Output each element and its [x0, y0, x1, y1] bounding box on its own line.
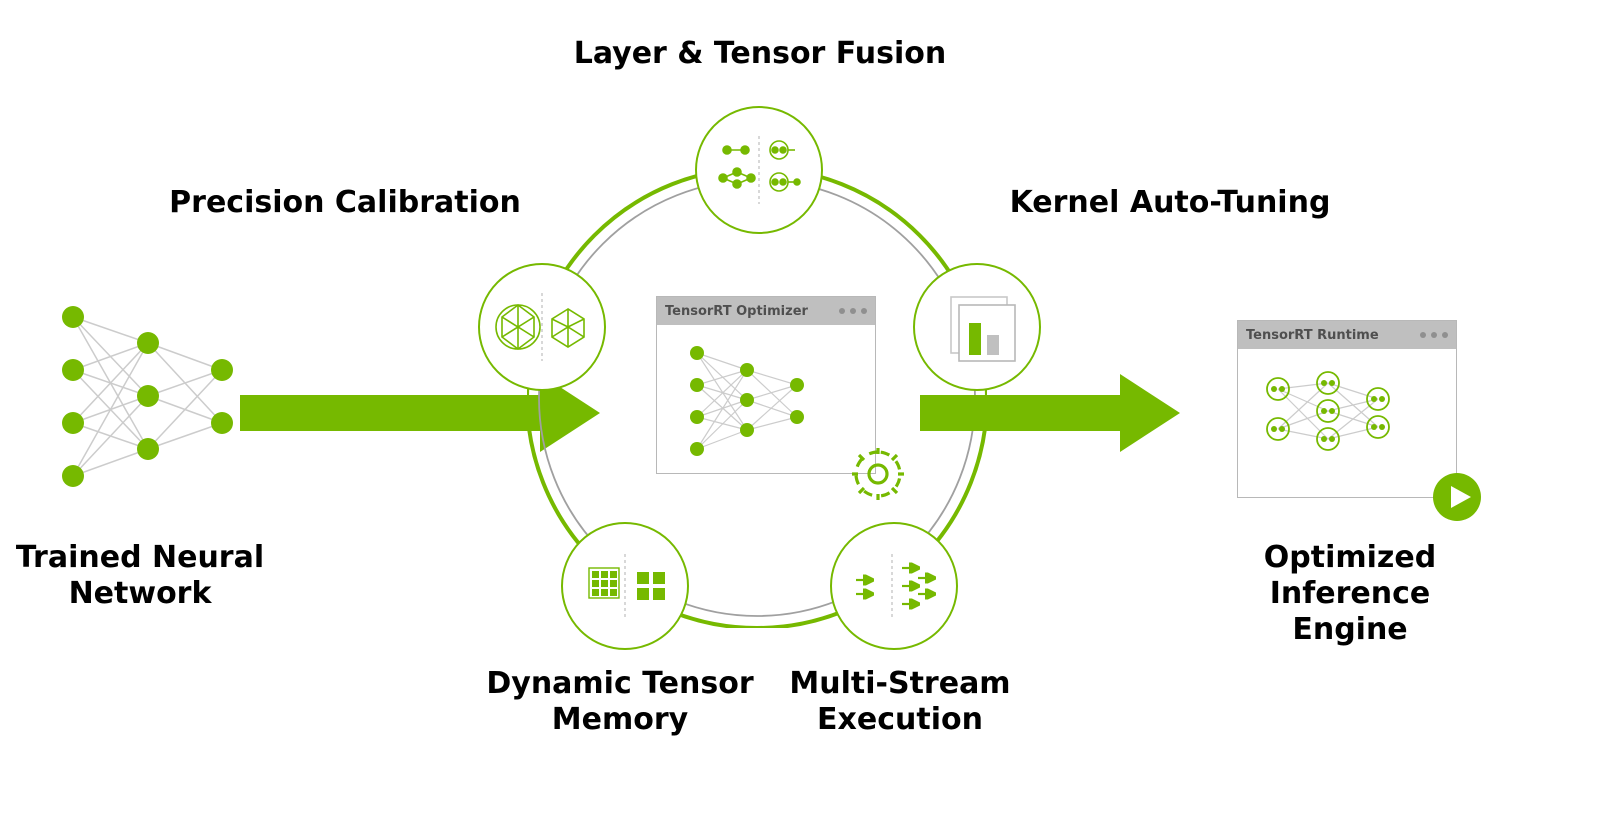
gear-icon	[852, 448, 904, 500]
output-label: Optimized Inference Engine	[1210, 540, 1490, 648]
optimizer-window-title: TensorRT Optimizer	[665, 304, 808, 319]
play-icon	[1431, 471, 1483, 523]
label-fusion: Layer & Tensor Fusion	[560, 36, 960, 72]
label-multistream: Multi-Stream Execution	[760, 666, 1040, 738]
node-precision	[478, 263, 606, 391]
arrow-right	[920, 374, 1180, 452]
label-precision: Precision Calibration	[165, 185, 525, 221]
fusion-icon	[697, 108, 821, 232]
input-network-graphic	[50, 293, 245, 493]
multistream-icon	[832, 524, 956, 648]
node-memory	[561, 522, 689, 650]
precision-icon	[480, 265, 604, 389]
window-dots-icon	[839, 308, 867, 314]
input-label: Trained Neural Network	[0, 540, 280, 612]
label-memory: Dynamic Tensor Memory	[440, 666, 800, 738]
optimizer-window: TensorRT Optimizer	[656, 296, 876, 474]
node-fusion	[695, 106, 823, 234]
node-multistream	[830, 522, 958, 650]
runtime-window-title: TensorRT Runtime	[1246, 328, 1379, 343]
runtime-window: TensorRT Runtime	[1237, 320, 1457, 498]
window-dots-icon	[1420, 332, 1448, 338]
node-kernel	[913, 263, 1041, 391]
diagram-canvas: Trained Neural Network TensorRT Optimize…	[0, 0, 1600, 825]
kernel-icon	[915, 265, 1039, 389]
memory-icon	[563, 524, 687, 648]
label-kernel: Kernel Auto-Tuning	[1000, 185, 1340, 221]
